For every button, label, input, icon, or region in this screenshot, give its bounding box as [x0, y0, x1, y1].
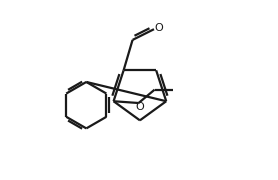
Text: O: O: [155, 23, 163, 33]
Text: O: O: [135, 102, 144, 112]
